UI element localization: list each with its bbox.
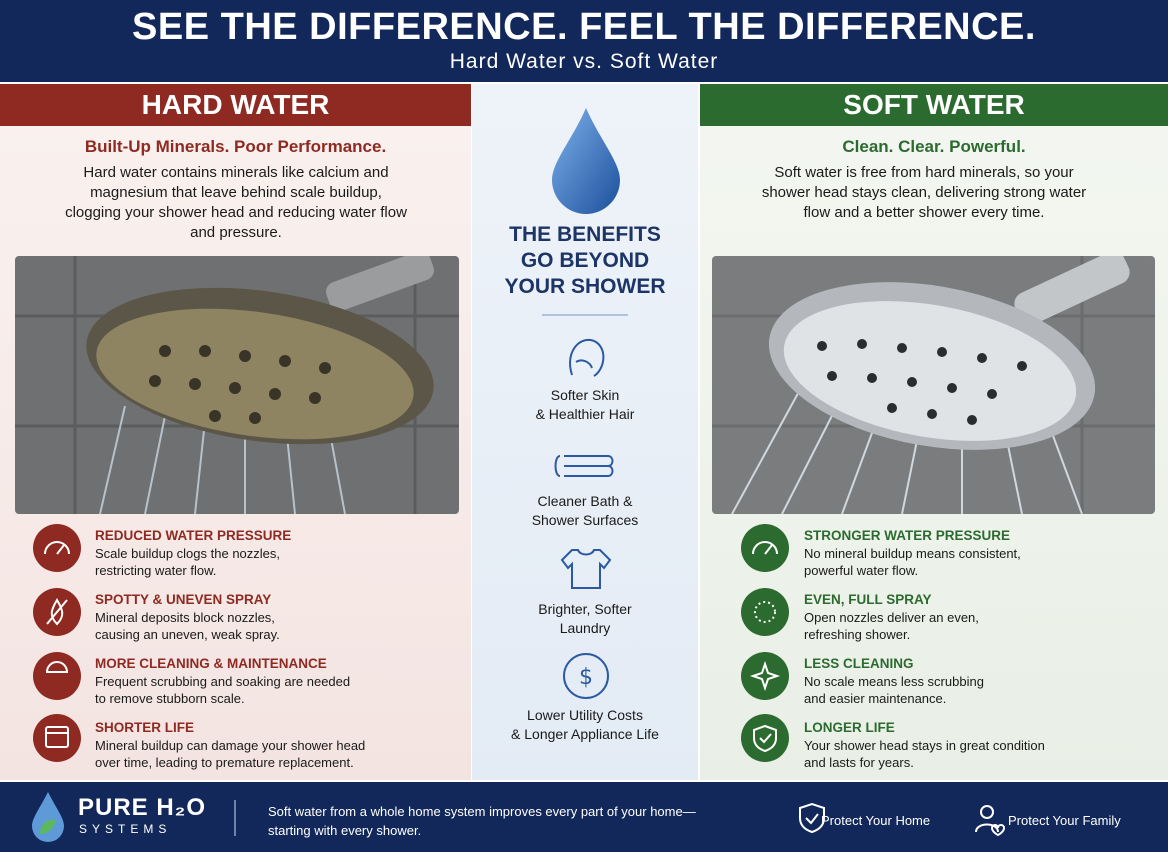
soft-item-title: STRONGER WATER PRESSURE [804, 528, 1011, 543]
hard-tagline: Built-Up Minerals. Poor Performance. [84, 137, 387, 156]
soft-item-title: EVEN, FULL SPRAY [804, 592, 932, 607]
soft-heading: SOFT WATER [700, 84, 1168, 126]
hard-item-icons [33, 524, 81, 762]
hard-item-text: Frequent scrubbing and soaking are neede… [95, 674, 351, 706]
footer-badge: Protect Your Home [821, 813, 931, 828]
hard-item-title: SPOTTY & UNEVEN SPRAY [95, 592, 272, 607]
soft-item-icons [741, 524, 789, 762]
header-band [0, 0, 1168, 82]
footer-message: Soft water from a whole home system impr… [268, 804, 696, 838]
hard-item-text: Mineral deposits block nozzles, causing … [95, 610, 280, 642]
title: SEE THE DIFFERENCE. FEEL THE DIFFERENCE. [132, 6, 1036, 48]
brand-sub: SYSTEMS [79, 822, 172, 836]
water-drop [552, 108, 620, 214]
hard-item-title: SHORTER LIFE [95, 720, 195, 735]
hard-item-text: Scale buildup clogs the nozzles, restric… [95, 546, 281, 578]
svg-text:$: $ [579, 665, 593, 690]
subtitle: Hard Water vs. Soft Water [449, 50, 719, 73]
soft-item-title: LONGER LIFE [804, 720, 895, 735]
soft-description: Soft water is free from hard minerals, s… [761, 164, 1087, 221]
soft-item-text: No mineral buildup means consistent, pow… [804, 546, 1021, 578]
benefit-label: Brighter, Softer Laundry [538, 601, 632, 636]
soft-item-text: Your shower head stays in great conditio… [804, 738, 1045, 770]
benefits-heading: THE BENEFITS GO BEYOND YOUR SHOWER [504, 223, 666, 298]
hard-item-title: REDUCED WATER PRESSURE [95, 528, 292, 543]
footer-band [0, 782, 1168, 852]
footer-icons [32, 792, 1006, 842]
hard-heading: HARD WATER [0, 84, 471, 126]
soft-item-text: Open nozzles deliver an even, refreshing… [804, 610, 979, 642]
brand-name: PURE H₂O [78, 794, 207, 821]
soft-item-title: LESS CLEANING [804, 656, 914, 671]
soft-item-text: No scale means less scrubbing and easier… [804, 674, 984, 706]
footer-badge: Protect Your Family [1008, 813, 1121, 828]
hard-item-text: Mineral buildup can damage your shower h… [95, 738, 366, 770]
benefit-icons: $ [542, 108, 628, 699]
benefit-label: Softer Skin & Healthier Hair [535, 387, 635, 422]
benefit-label: Cleaner Bath & Shower Surfaces [531, 493, 639, 528]
benefit-label: Lower Utility Costs & Longer Appliance L… [511, 707, 659, 742]
hard-description: Hard water contains minerals like calciu… [65, 164, 407, 241]
soft-shower-photo [712, 256, 1155, 514]
hard-item-title: MORE CLEANING & MAINTENANCE [95, 656, 327, 671]
soft-tagline: Clean. Clear. Powerful. [842, 137, 1026, 156]
hard-shower-photo [15, 256, 459, 514]
